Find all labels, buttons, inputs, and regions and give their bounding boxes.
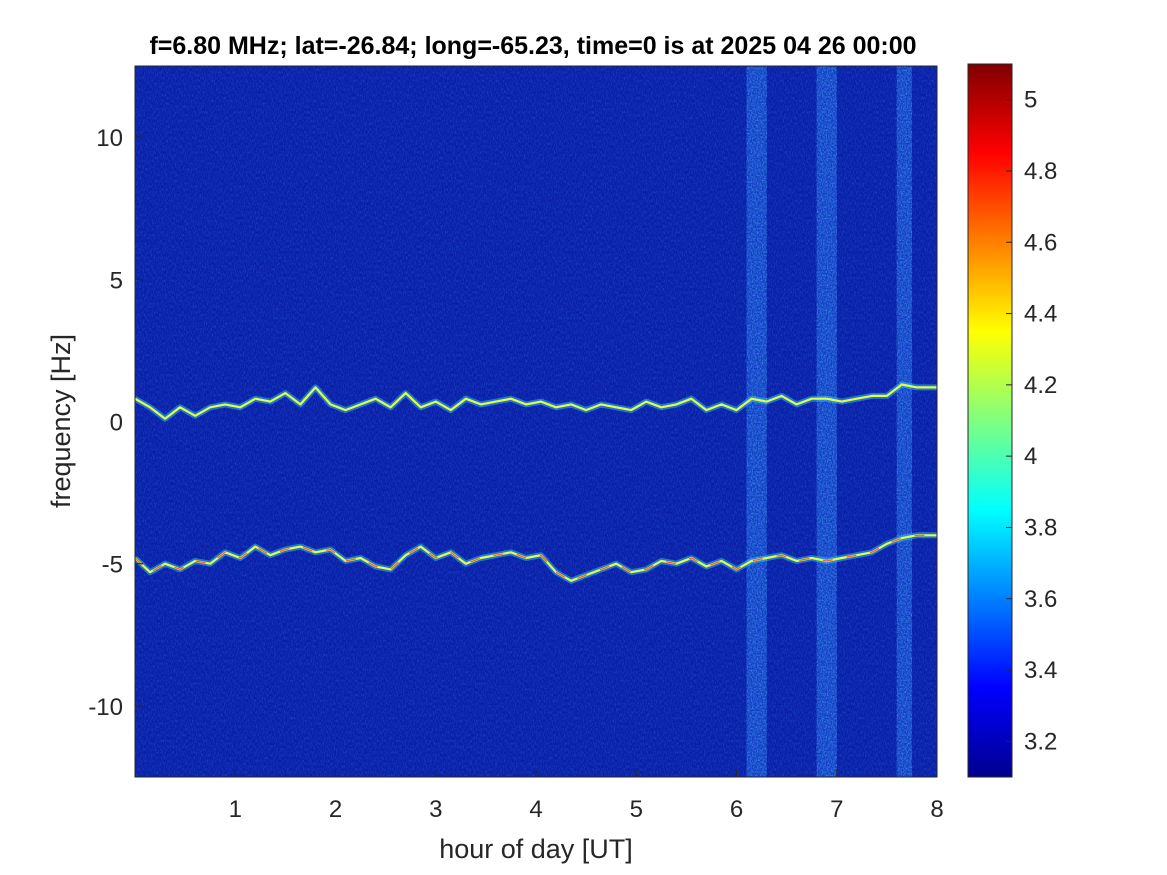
- y-tick-label: 5: [110, 267, 123, 294]
- x-tick-label: 1: [229, 796, 242, 823]
- colorbar-tick-label: 4: [1024, 443, 1037, 470]
- y-tick-label: 0: [110, 410, 123, 437]
- x-tick-label: 4: [529, 796, 542, 823]
- colorbar-tick-label: 3.6: [1024, 586, 1057, 613]
- colorbar: 5 4.8 4.6 4.4 4.2 4 3.8 3.6 3.4 3.2: [967, 63, 1057, 778]
- noise-band-texture-3: [896, 66, 912, 777]
- y-tick-label: 10: [96, 125, 123, 152]
- colorbar-gradient: [967, 63, 1013, 778]
- x-tick-label: 2: [329, 796, 342, 823]
- colorbar-tick-label: 3.4: [1024, 657, 1057, 684]
- trace-2-line: [135, 534, 937, 582]
- y-tick-label: -10: [88, 694, 123, 721]
- trace-1-line: [135, 383, 937, 420]
- colorbar-tick-label: 4.6: [1024, 229, 1057, 256]
- colorbar-ticks: 5 4.8 4.6 4.4 4.2 4 3.8 3.6 3.4 3.2: [1006, 87, 1057, 755]
- background-noise-texture: [135, 66, 937, 777]
- y-tick-label: -5: [102, 552, 123, 579]
- colorbar-tick-label: 3.2: [1024, 728, 1057, 755]
- x-tick-label: 8: [930, 796, 943, 823]
- colorbar-tick-label: 4.8: [1024, 158, 1057, 185]
- chart-title: f=6.80 MHz; lat=-26.84; long=-65.23, tim…: [149, 32, 916, 60]
- colorbar-tick-label: 4.4: [1024, 301, 1057, 328]
- signal-traces: [135, 381, 937, 584]
- y-axis-label: frequency [Hz]: [46, 334, 76, 508]
- x-axis-label: hour of day [UT]: [439, 834, 633, 864]
- colorbar-tick-label: 4.2: [1024, 372, 1057, 399]
- x-axis: 1 2 3 4 5 6 7 8: [229, 769, 944, 823]
- plot-area: [134, 65, 938, 778]
- x-tick-label: 5: [630, 796, 643, 823]
- noise-bands: [746, 66, 912, 777]
- x-tick-label: 3: [429, 796, 442, 823]
- y-axis: 10 5 0 -5 -10: [88, 125, 143, 721]
- noise-band-texture-2: [816, 66, 837, 777]
- colorbar-tick-label: 5: [1024, 87, 1037, 114]
- x-tick-label: 6: [730, 796, 743, 823]
- x-tick-label: 7: [830, 796, 843, 823]
- colorbar-tick-label: 3.8: [1024, 514, 1057, 541]
- noise-band-texture-1: [746, 66, 767, 777]
